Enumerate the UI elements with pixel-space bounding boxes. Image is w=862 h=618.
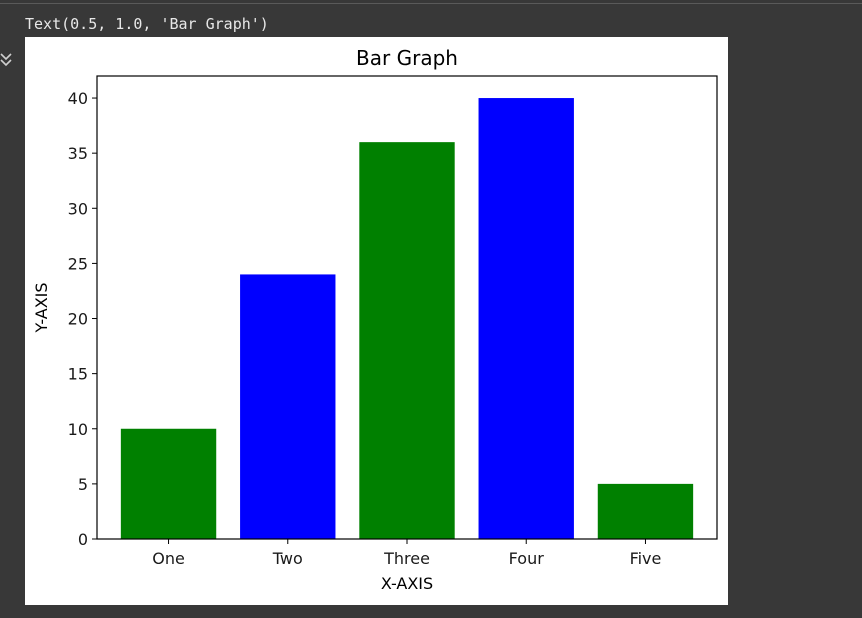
y-tick-label: 10 — [68, 420, 88, 439]
x-tick-label: Two — [272, 549, 303, 568]
y-tick-label: 20 — [68, 310, 88, 329]
y-tick-label: 0 — [78, 530, 88, 549]
y-tick-label: 5 — [78, 475, 88, 494]
x-tick-label: Four — [509, 549, 545, 568]
cell-output-text: Text(0.5, 1.0, 'Bar Graph') — [25, 15, 269, 33]
y-axis-label: Y-AXIS — [32, 282, 51, 333]
y-tick-label: 35 — [68, 144, 88, 163]
y-tick-label: 40 — [68, 89, 88, 108]
bar-three — [359, 142, 455, 539]
x-tick-label: Three — [383, 549, 430, 568]
x-axis-label: X-AXIS — [381, 574, 433, 593]
bars-layer — [120, 98, 694, 540]
chart-title: Bar Graph — [356, 46, 458, 70]
bar-five — [597, 483, 694, 539]
x-tick-label: One — [152, 549, 185, 568]
collapse-output-icon[interactable] — [0, 50, 12, 72]
y-tick-label: 15 — [68, 365, 88, 384]
bar-two — [240, 274, 336, 539]
y-tick-label: 30 — [68, 199, 88, 218]
cell-divider — [0, 3, 862, 4]
bar-one — [120, 428, 217, 539]
bar-four — [478, 98, 574, 540]
ticks-layer: One Two Three Four Five 0 5 10 15 20 25 30 35 40 — [68, 89, 662, 568]
x-tick-label: Five — [630, 549, 662, 568]
plot-frame — [96, 75, 718, 540]
bar-chart: One Two Three Four Five 0 5 10 15 20 25 30 35 40 Bar … — [32, 46, 718, 593]
matplotlib-figure: One Two Three Four Five 0 5 10 15 20 25 30 35 40 Bar … — [25, 37, 728, 605]
y-tick-label: 25 — [68, 254, 88, 273]
